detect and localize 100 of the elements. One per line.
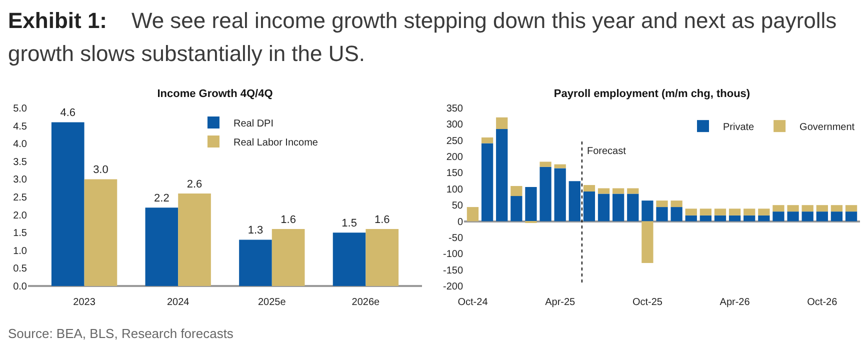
bar (802, 212, 814, 222)
data-label: 3.0 (93, 164, 108, 176)
x-tick-label: 2024 (166, 297, 190, 308)
bar (845, 212, 858, 222)
y-tick-label: -150 (442, 265, 464, 276)
annotation: Forecast (587, 146, 626, 157)
x-tick-label: Oct-24 (458, 297, 488, 308)
y-tick-label: 0.5 (13, 264, 28, 275)
bar (496, 117, 508, 130)
bar (714, 215, 726, 222)
data-label: 2.2 (154, 192, 170, 205)
bar (272, 229, 305, 286)
chart-title: Payroll employment (m/m chg, thous) (554, 88, 750, 100)
x-tick-label: 2023 (73, 297, 96, 308)
x-tick-label: Apr-25 (545, 297, 576, 308)
chart-title: Income Growth 4Q/4Q (157, 88, 274, 100)
y-tick-label: 200 (446, 152, 464, 164)
bar (366, 229, 399, 286)
bar (84, 179, 118, 286)
bar (845, 205, 858, 212)
bar (772, 205, 784, 212)
bar (525, 186, 537, 222)
y-tick-label: 3.5 (13, 156, 28, 168)
y-tick-label: 0.0 (13, 282, 28, 292)
y-tick-label: 1.5 (13, 228, 28, 240)
data-label: 1.3 (248, 224, 264, 237)
bar (685, 215, 697, 222)
bar (568, 181, 580, 222)
bar (700, 215, 712, 222)
bar (239, 240, 272, 286)
bar (332, 232, 366, 286)
bar (481, 137, 494, 144)
data-label: 4.6 (60, 107, 76, 120)
bar (466, 207, 479, 222)
bar (510, 196, 522, 222)
y-tick-label: 2.5 (13, 192, 28, 204)
bar (642, 221, 654, 264)
bar (728, 215, 741, 222)
text: Exhibit 1: We see real income growth stepping down this year and next as payrolls growth slows substantially in the US. (8, 7, 838, 68)
bar (830, 212, 843, 222)
y-tick-label: -100 (442, 249, 464, 260)
y-tick-label: 300 (446, 120, 464, 131)
bar (656, 200, 668, 208)
bar (816, 205, 828, 212)
y-tick-label: 350 (446, 104, 464, 114)
y-tick-label: 4.0 (13, 139, 28, 150)
bar (728, 208, 741, 216)
y-tick-label: 2.0 (13, 210, 28, 222)
x-tick-label: 2025e (258, 297, 286, 308)
bar (598, 194, 610, 222)
bar (802, 205, 814, 212)
bar (540, 162, 552, 167)
y-tick-label: -50 (448, 232, 464, 244)
bar (583, 185, 596, 192)
data-label: 2.6 (186, 178, 202, 190)
data-label: 1.6 (374, 214, 390, 226)
x-tick-label: Apr-26 (720, 297, 750, 308)
data-label: 1.6 (280, 214, 296, 226)
bar (830, 205, 843, 212)
bar (772, 212, 784, 222)
bar (496, 129, 508, 222)
legend-label: Real Labor Income (233, 137, 318, 148)
bar (787, 205, 799, 212)
bar (700, 208, 712, 216)
bar (554, 168, 566, 222)
bar (51, 122, 84, 286)
data-label: 1.5 (342, 218, 357, 230)
bar (627, 188, 639, 194)
legend-label: Government (800, 122, 855, 133)
bar (816, 212, 828, 222)
bar (598, 188, 610, 194)
y-tick-label: 250 (446, 136, 464, 147)
y-tick-label: 5.0 (13, 104, 28, 114)
y-tick-label: 100 (446, 184, 464, 196)
bar (612, 194, 624, 222)
legend-label: Private (723, 122, 755, 133)
y-tick-label: 150 (446, 168, 464, 180)
bar (627, 194, 639, 222)
source-note: Source: BEA, BLS, Research forecasts (8, 326, 234, 341)
y-tick-label: 0 (457, 216, 464, 228)
bar (744, 208, 756, 216)
bar (758, 215, 770, 222)
bar (670, 200, 682, 208)
bar (758, 208, 770, 216)
x-tick-label: Oct-26 (807, 297, 838, 308)
bar (685, 208, 697, 216)
y-tick-label: 50 (452, 200, 464, 212)
bar (178, 193, 211, 286)
bar (481, 143, 494, 222)
y-tick-label: 4.5 (13, 121, 28, 132)
bar (744, 215, 756, 222)
bar (583, 192, 596, 222)
bar (145, 208, 178, 286)
y-tick-label: -200 (442, 282, 464, 292)
x-tick-label: Oct-25 (632, 297, 663, 308)
bar (714, 208, 726, 216)
bar (670, 207, 682, 222)
bar (510, 186, 522, 196)
bar (642, 200, 654, 222)
bar (612, 188, 624, 194)
